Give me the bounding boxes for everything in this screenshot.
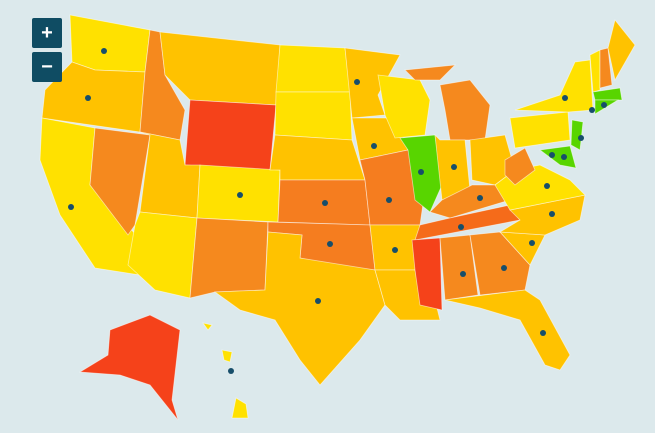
state [269, 134, 366, 181]
marker [544, 183, 550, 189]
marker [322, 200, 328, 206]
marker [101, 48, 107, 54]
marker [228, 368, 234, 374]
marker [561, 154, 567, 160]
state [89, 127, 151, 236]
marker [601, 102, 607, 108]
marker [578, 135, 584, 141]
marker [549, 152, 555, 158]
state [274, 91, 353, 141]
marker [589, 107, 595, 113]
state [439, 79, 491, 141]
marker [501, 265, 507, 271]
marker [451, 164, 457, 170]
marker [354, 79, 360, 85]
state [344, 47, 401, 119]
marker [392, 247, 398, 253]
state [444, 289, 571, 371]
state [221, 349, 233, 363]
state [599, 47, 613, 89]
state [607, 19, 636, 82]
zoom-in-button[interactable]: + [32, 18, 62, 48]
marker [540, 330, 546, 336]
state [184, 99, 277, 171]
state [404, 64, 457, 81]
state [509, 111, 571, 149]
marker [85, 95, 91, 101]
marker [237, 192, 243, 198]
state [469, 231, 531, 296]
state [504, 147, 536, 186]
state [189, 217, 269, 299]
state [594, 99, 620, 115]
state [231, 397, 249, 419]
state [127, 211, 198, 299]
marker [315, 298, 321, 304]
marker [418, 169, 424, 175]
state [592, 87, 623, 101]
marker [371, 143, 377, 149]
marker [460, 271, 466, 277]
state [411, 237, 443, 311]
markers [68, 48, 607, 374]
state [78, 314, 181, 421]
marker [386, 197, 392, 203]
marker [458, 224, 464, 230]
state [213, 231, 386, 386]
marker [327, 241, 333, 247]
marker [562, 95, 568, 101]
marker [529, 240, 535, 246]
state [69, 14, 151, 73]
state [439, 234, 479, 301]
marker [477, 195, 483, 201]
state [159, 31, 281, 106]
state [538, 145, 577, 169]
zoom-out-button[interactable]: − [32, 52, 62, 82]
state [202, 322, 213, 331]
state [275, 44, 351, 93]
state [514, 59, 594, 113]
states [39, 14, 636, 421]
state [570, 119, 584, 151]
marker [549, 211, 555, 217]
state [589, 49, 601, 93]
marker [68, 204, 74, 210]
